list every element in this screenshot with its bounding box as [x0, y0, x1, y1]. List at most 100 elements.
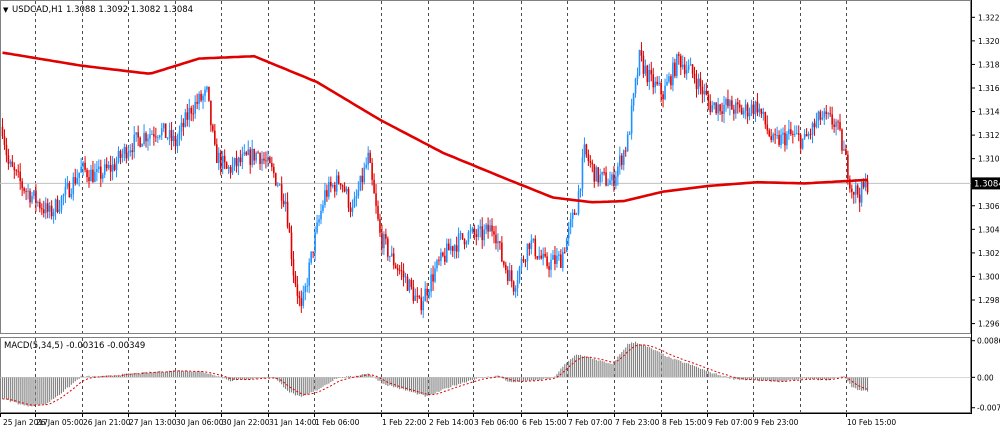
candle-body: [451, 246, 454, 251]
macd-bar: [707, 370, 709, 378]
candle-body: [703, 90, 706, 95]
candle-body: [341, 185, 344, 187]
candle-body: [13, 166, 16, 171]
macd-bar: [532, 377, 534, 382]
candle-body: [217, 152, 220, 163]
candle-body: [567, 227, 570, 239]
candle-body: [206, 86, 208, 90]
macd-bar: [536, 377, 538, 380]
macd-bar: [190, 371, 192, 378]
candle-body: [406, 276, 409, 291]
macd-bar: [212, 375, 214, 378]
candle-body: [575, 213, 578, 215]
candle-body: [253, 148, 255, 161]
time-label: 10 Feb 15:00: [847, 418, 896, 427]
candle-body: [603, 171, 605, 173]
macd-bar: [688, 363, 690, 378]
macd-bar: [752, 377, 755, 382]
price-pane[interactable]: [0, 0, 971, 334]
candle-body: [212, 125, 214, 131]
macd-tick-label: 0.00866: [977, 337, 1000, 346]
candle-body: [790, 129, 792, 135]
macd-bar: [749, 377, 751, 380]
macd-bar: [228, 377, 230, 381]
candle-body: [400, 270, 403, 272]
candle-body: [849, 179, 851, 189]
candle-body: [292, 259, 295, 276]
macd-bar: [406, 377, 409, 391]
candle-body: [387, 238, 389, 257]
candle-body: [196, 101, 198, 104]
candle-body: [101, 174, 104, 179]
candle-body: [92, 169, 94, 182]
macd-bar: [644, 345, 646, 378]
candle-body: [467, 232, 470, 243]
macd-bar: [469, 377, 471, 381]
macd-bar: [196, 371, 198, 378]
candle-body: [797, 133, 800, 136]
macd-bar: [623, 349, 625, 378]
macd-bar: [764, 377, 766, 381]
macd-bar: [467, 377, 469, 381]
macd-bar: [200, 371, 202, 378]
candle-body: [200, 93, 202, 101]
candle-body: [345, 188, 348, 192]
current-price-tag: 1.3084: [972, 177, 1000, 190]
macd-bar: [253, 377, 255, 378]
candle-body: [640, 50, 643, 56]
macd-bar: [153, 372, 155, 378]
candle-body: [772, 134, 774, 140]
candle-body: [190, 107, 193, 114]
macd-bar: [72, 377, 74, 384]
macd-bar: [108, 375, 110, 378]
macd-bar: [540, 377, 542, 381]
candle-body: [261, 158, 263, 165]
candle-body: [479, 226, 482, 229]
macd-bar: [593, 358, 595, 378]
macd-bar: [811, 377, 814, 380]
candle-body: [709, 101, 712, 113]
macd-bar: [353, 376, 355, 378]
candle-body: [856, 185, 859, 195]
macd-bar: [743, 377, 745, 380]
candle-body: [273, 167, 275, 174]
macd-bar: [165, 372, 167, 378]
candle-body: [754, 101, 757, 115]
macd-bar: [68, 377, 70, 388]
macd-bar: [676, 359, 678, 378]
candle-body: [701, 86, 704, 95]
candle-body: [52, 212, 55, 217]
collapse-icon[interactable]: ▼: [3, 6, 9, 14]
candle-body: [499, 241, 501, 243]
macd-bar: [668, 356, 670, 378]
macd-bar: [701, 368, 703, 378]
macd-bar: [519, 377, 521, 382]
candle-body: [678, 54, 680, 56]
macd-bar: [762, 377, 764, 381]
candle-body: [817, 111, 820, 121]
candle-body: [550, 259, 552, 270]
macd-bar: [25, 377, 27, 406]
macd-bar: [135, 372, 137, 378]
macd-bar: [294, 377, 296, 396]
candle-body: [823, 111, 826, 118]
macd-bar: [503, 377, 505, 379]
candle-body: [377, 205, 379, 220]
macd-bar: [241, 377, 243, 380]
macd-tick-label: 0.00: [977, 373, 994, 382]
candle-body: [744, 104, 747, 111]
macd-bar: [843, 376, 845, 378]
candle-body: [463, 238, 466, 245]
candle-body: [506, 269, 509, 281]
candle-body: [801, 138, 804, 149]
candle-body: [139, 137, 141, 147]
macd-bar: [70, 377, 72, 385]
candle-body: [33, 190, 35, 196]
candle-body: [624, 150, 627, 152]
candles-group: [1, 42, 869, 319]
macd-bar: [263, 377, 265, 379]
candle-body: [170, 130, 173, 142]
candle-body: [725, 99, 727, 105]
